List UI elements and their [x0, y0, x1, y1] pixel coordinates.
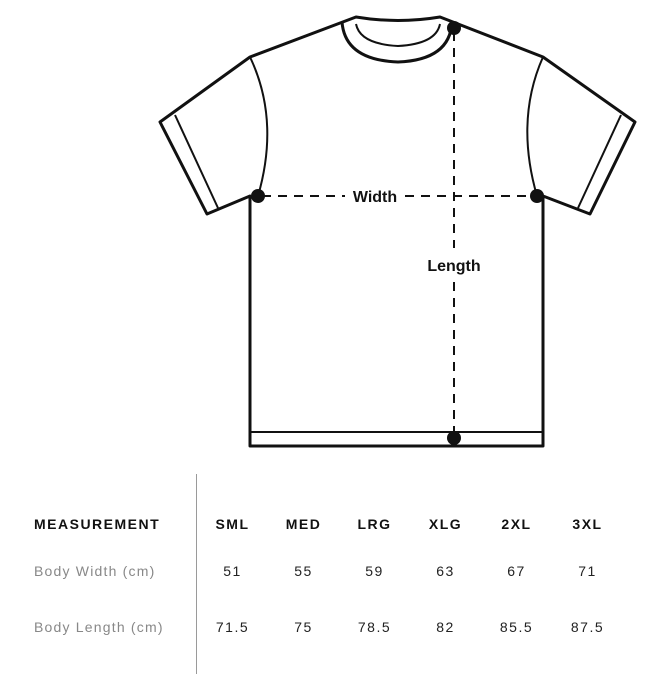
table-row: Body Length (cm) 71.5 75 78.5 82 85.5 87…: [0, 599, 623, 655]
cell: 55: [294, 563, 313, 579]
cell: 87.5: [570, 619, 605, 635]
point-dot: [447, 431, 461, 445]
size-header: XLG: [428, 516, 463, 532]
table-divider: [196, 474, 197, 674]
size-header: LRG: [357, 516, 392, 532]
cell: 78.5: [357, 619, 392, 635]
size-header: MED: [285, 516, 322, 532]
cell: 82: [436, 619, 455, 635]
width-label: Width: [353, 189, 397, 206]
length-label: Length: [427, 258, 480, 275]
size-header: 2XL: [501, 516, 532, 532]
cell: 51: [223, 563, 242, 579]
measurement-header: MEASUREMENT: [34, 516, 161, 532]
cell: 63: [436, 563, 455, 579]
right-cuff: [577, 114, 622, 209]
row-label: Body Width (cm): [34, 563, 156, 579]
shirt-outline: [158, 15, 637, 448]
cell: 67: [507, 563, 526, 579]
row-label: Body Length (cm): [34, 619, 164, 635]
right-armhole: [526, 56, 544, 197]
collar-outer: [340, 21, 454, 64]
tshirt-diagram: Width Length: [158, 15, 637, 448]
point-dot: [530, 189, 544, 203]
size-header: 3XL: [572, 516, 603, 532]
point-dot: [251, 189, 265, 203]
left-armhole: [249, 56, 269, 197]
cell: 59: [365, 563, 384, 579]
cell: 71.5: [215, 619, 250, 635]
cell: 75: [294, 619, 313, 635]
table-header-row: MEASUREMENT SML MED LRG XLG 2XL 3XL: [0, 505, 623, 543]
left-cuff: [174, 114, 219, 209]
size-header: SML: [215, 516, 250, 532]
table-row: Body Width (cm) 51 55 59 63 67 71: [0, 543, 623, 599]
cell: 85.5: [499, 619, 534, 635]
point-dot: [447, 21, 461, 35]
size-table: MEASUREMENT SML MED LRG XLG 2XL 3XL Body…: [0, 505, 623, 655]
collar-inner: [355, 23, 441, 47]
cell: 71: [578, 563, 597, 579]
